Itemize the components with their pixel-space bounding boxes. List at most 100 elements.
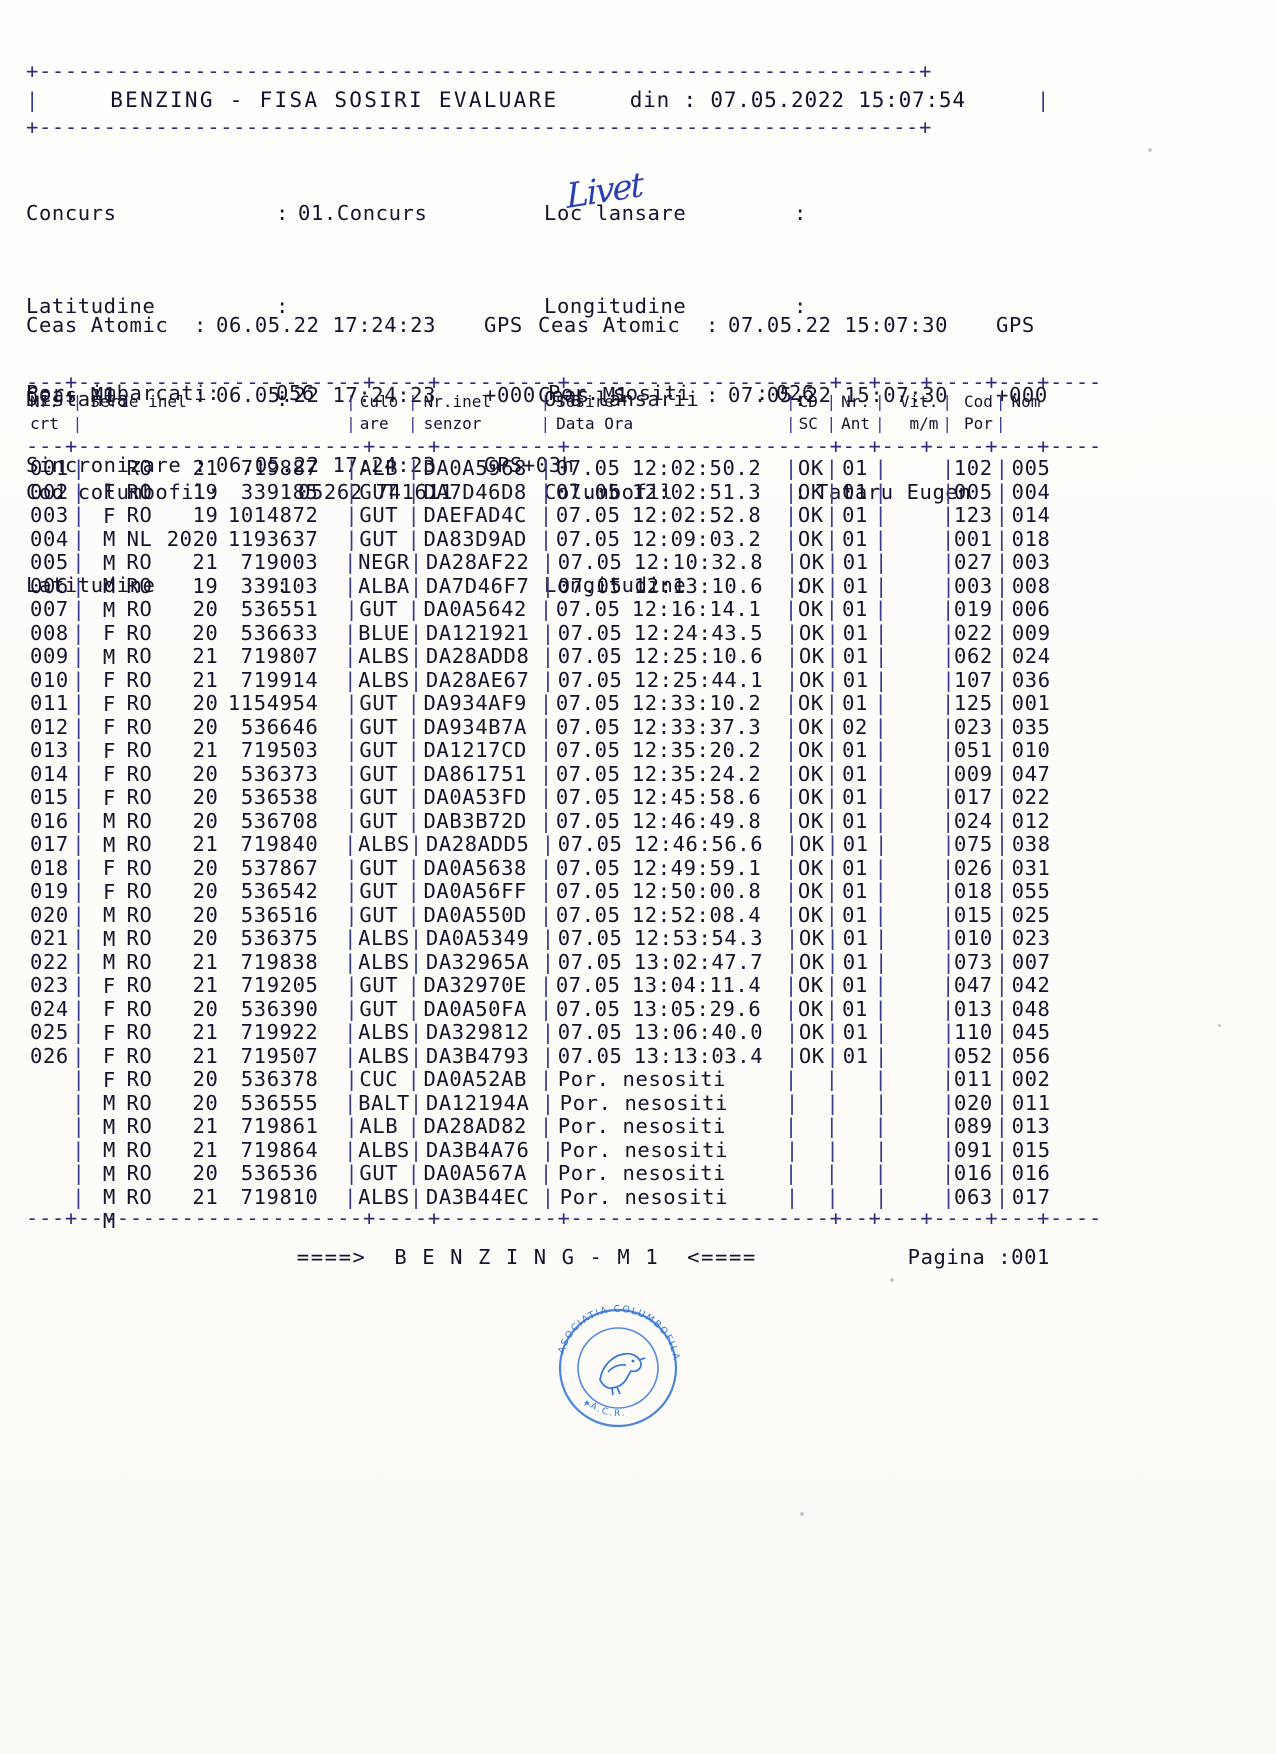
header-divider-3: | — [407, 392, 418, 411]
row-sosire-data: 07.05 — [555, 691, 621, 715]
sep-por-sositi: : — [756, 381, 769, 406]
row-senzor: DA28ADD5 — [425, 832, 530, 856]
row-sosire-data: 07.05 — [555, 879, 621, 903]
info-block: Concurs : 01.Concurs Loc lansare : Livet… — [26, 132, 1066, 644]
header-divider-8: | — [942, 392, 953, 411]
row-nom: 015 — [1011, 1137, 1051, 1162]
counts-block: Por. imbarcati: 056 Por. sositi : 026 — [26, 336, 1086, 452]
clocks-block: Ceas Atomic : 06.05.22 17:24:23 GPS Ceas… — [26, 268, 1086, 524]
table-row: 018 | RO 20 537867F | GUT | DA0A5638 | 07.05 12:49:… — [26, 856, 1056, 904]
row-cd-sc: OK — [798, 832, 825, 856]
row-divider-3: | — [407, 503, 421, 527]
row-serie-sex: F — [103, 879, 116, 904]
row-serie-inel: RO 20 536633 M — [82, 621, 344, 669]
info-right-columbofil: Columbofil : Tataru Eugen — [544, 479, 1066, 504]
row-serie-year: 20 — [192, 620, 219, 645]
row-divider-1: | — [72, 1114, 86, 1138]
row-divider-5: | — [784, 808, 798, 833]
row-serie-country: RO — [126, 738, 153, 762]
row-divider-2: | — [344, 550, 358, 574]
header-crt: crt — [30, 414, 59, 433]
row-divider-6: | — [825, 1067, 839, 1091]
row-divider-2: | — [344, 644, 358, 668]
row-cd-sc: OK — [798, 620, 825, 645]
row-nom: 036 — [1011, 667, 1051, 692]
row-divider-6: | — [825, 503, 839, 527]
row-divider-8: | — [942, 902, 955, 927]
row-divider-8: | — [942, 597, 955, 621]
row-serie-country: RO — [126, 1067, 153, 1091]
row-senzor: DA28ADD8 — [425, 644, 530, 668]
row-divider-6: | — [826, 1137, 840, 1162]
row-serie-sex: M — [102, 574, 116, 598]
row-serie-country: RO — [126, 1043, 153, 1068]
row-divider-4: | — [541, 1090, 555, 1115]
row-divider-4: | — [539, 761, 553, 786]
row-nom: 025 — [1011, 902, 1051, 927]
sep-longitudine-2: : — [794, 573, 807, 598]
row-cod-por: 123 — [953, 503, 993, 527]
row-divider-4: | — [541, 667, 555, 692]
row-divider-4: | — [541, 926, 555, 950]
row-divider-8: | — [942, 714, 955, 739]
row-divider-3: | — [409, 644, 423, 668]
info-row-latitudine-1: Latitudine : Longitudine : — [26, 294, 1066, 319]
info-row-concurs: Concurs : 01.Concurs Loc lansare : Livet — [26, 165, 1066, 226]
row-serie-number: 719840 — [240, 832, 319, 856]
row-sosire-nesositi: Por. nesositi — [557, 1114, 727, 1138]
row-divider-3: | — [407, 761, 421, 786]
row-divider-6: | — [826, 573, 840, 598]
row-serie-number: 339185 — [240, 479, 319, 504]
row-sosire: 07.05 12:16:14.1 — [550, 597, 785, 621]
value-cod-columbofil: 05262 741611 — [298, 479, 454, 504]
row-sosire-data: 07.05 — [555, 973, 621, 997]
row-senzor: DA121921 — [425, 620, 530, 645]
row-divider-1: | — [72, 526, 86, 551]
row-divider-2: | — [344, 573, 358, 598]
row-divider-5: | — [784, 785, 798, 809]
row-serie-country: RO — [126, 503, 153, 527]
row-divider-8: | — [942, 479, 955, 504]
row-divider-1: | — [72, 644, 86, 668]
row-divider-6: | — [826, 832, 840, 856]
row-serie-country: RO — [126, 597, 153, 621]
row-senzor: DA83D9AD — [423, 526, 527, 551]
row-culoare: GUT — [359, 738, 399, 762]
row-serie-number: 1154954 — [227, 691, 319, 715]
row-serie-country: RO — [126, 1020, 153, 1044]
row-divider-5: | — [785, 949, 799, 974]
row-nr-crt: 020 — [30, 902, 69, 927]
row-cd-sc: OK — [797, 973, 824, 997]
row-sosire: Por. nesositi — [550, 1114, 785, 1138]
title-left-bar: | — [26, 88, 39, 112]
row-divider-8: | — [942, 526, 955, 551]
row-divider-1: | — [72, 738, 86, 762]
info-left-latitudine-2: Latitudine : — [26, 573, 544, 597]
row-culoare: ALBS — [358, 926, 410, 950]
row-divider-3: | — [409, 1043, 423, 1068]
row-nom: 038 — [1011, 832, 1051, 856]
row-sosire: 07.05 12:52:08.4 — [550, 903, 785, 927]
row-serie-sex: F — [103, 480, 116, 504]
row-sosire: 07.05 12:35:20.2 — [550, 738, 785, 762]
row-serie-number: 536538 — [240, 785, 319, 809]
value-ceas-atomic-right: 07.05.22 15:07:30 — [728, 313, 949, 338]
row-divider-6: | — [826, 550, 840, 574]
row-divider-7: | — [875, 1184, 888, 1209]
sep-columbofil: : — [794, 479, 807, 504]
row-divider-5: | — [785, 1043, 799, 1068]
row-divider-4: | — [539, 1161, 553, 1185]
row-sosire-data: 07.05 — [555, 808, 621, 833]
row-nr-ant: 01 — [842, 644, 869, 668]
row-serie-year: 19 — [192, 573, 219, 598]
row-divider-4: | — [539, 973, 553, 997]
row-senzor: DA934B7A — [423, 714, 527, 739]
row-sosire-ora: 12:45:58.6 — [631, 785, 762, 809]
row-divider-3: | — [407, 597, 421, 621]
row-serie-inel: RO 21 719864 M — [82, 1138, 344, 1186]
row-nr-crt: 023 — [30, 973, 69, 997]
value-columbofil: Tataru Eugen — [816, 479, 972, 504]
value-concurs: 01.Concurs — [298, 200, 428, 225]
row-nom: 024 — [1011, 644, 1051, 668]
sep-ora-lansarii: : — [794, 386, 807, 411]
